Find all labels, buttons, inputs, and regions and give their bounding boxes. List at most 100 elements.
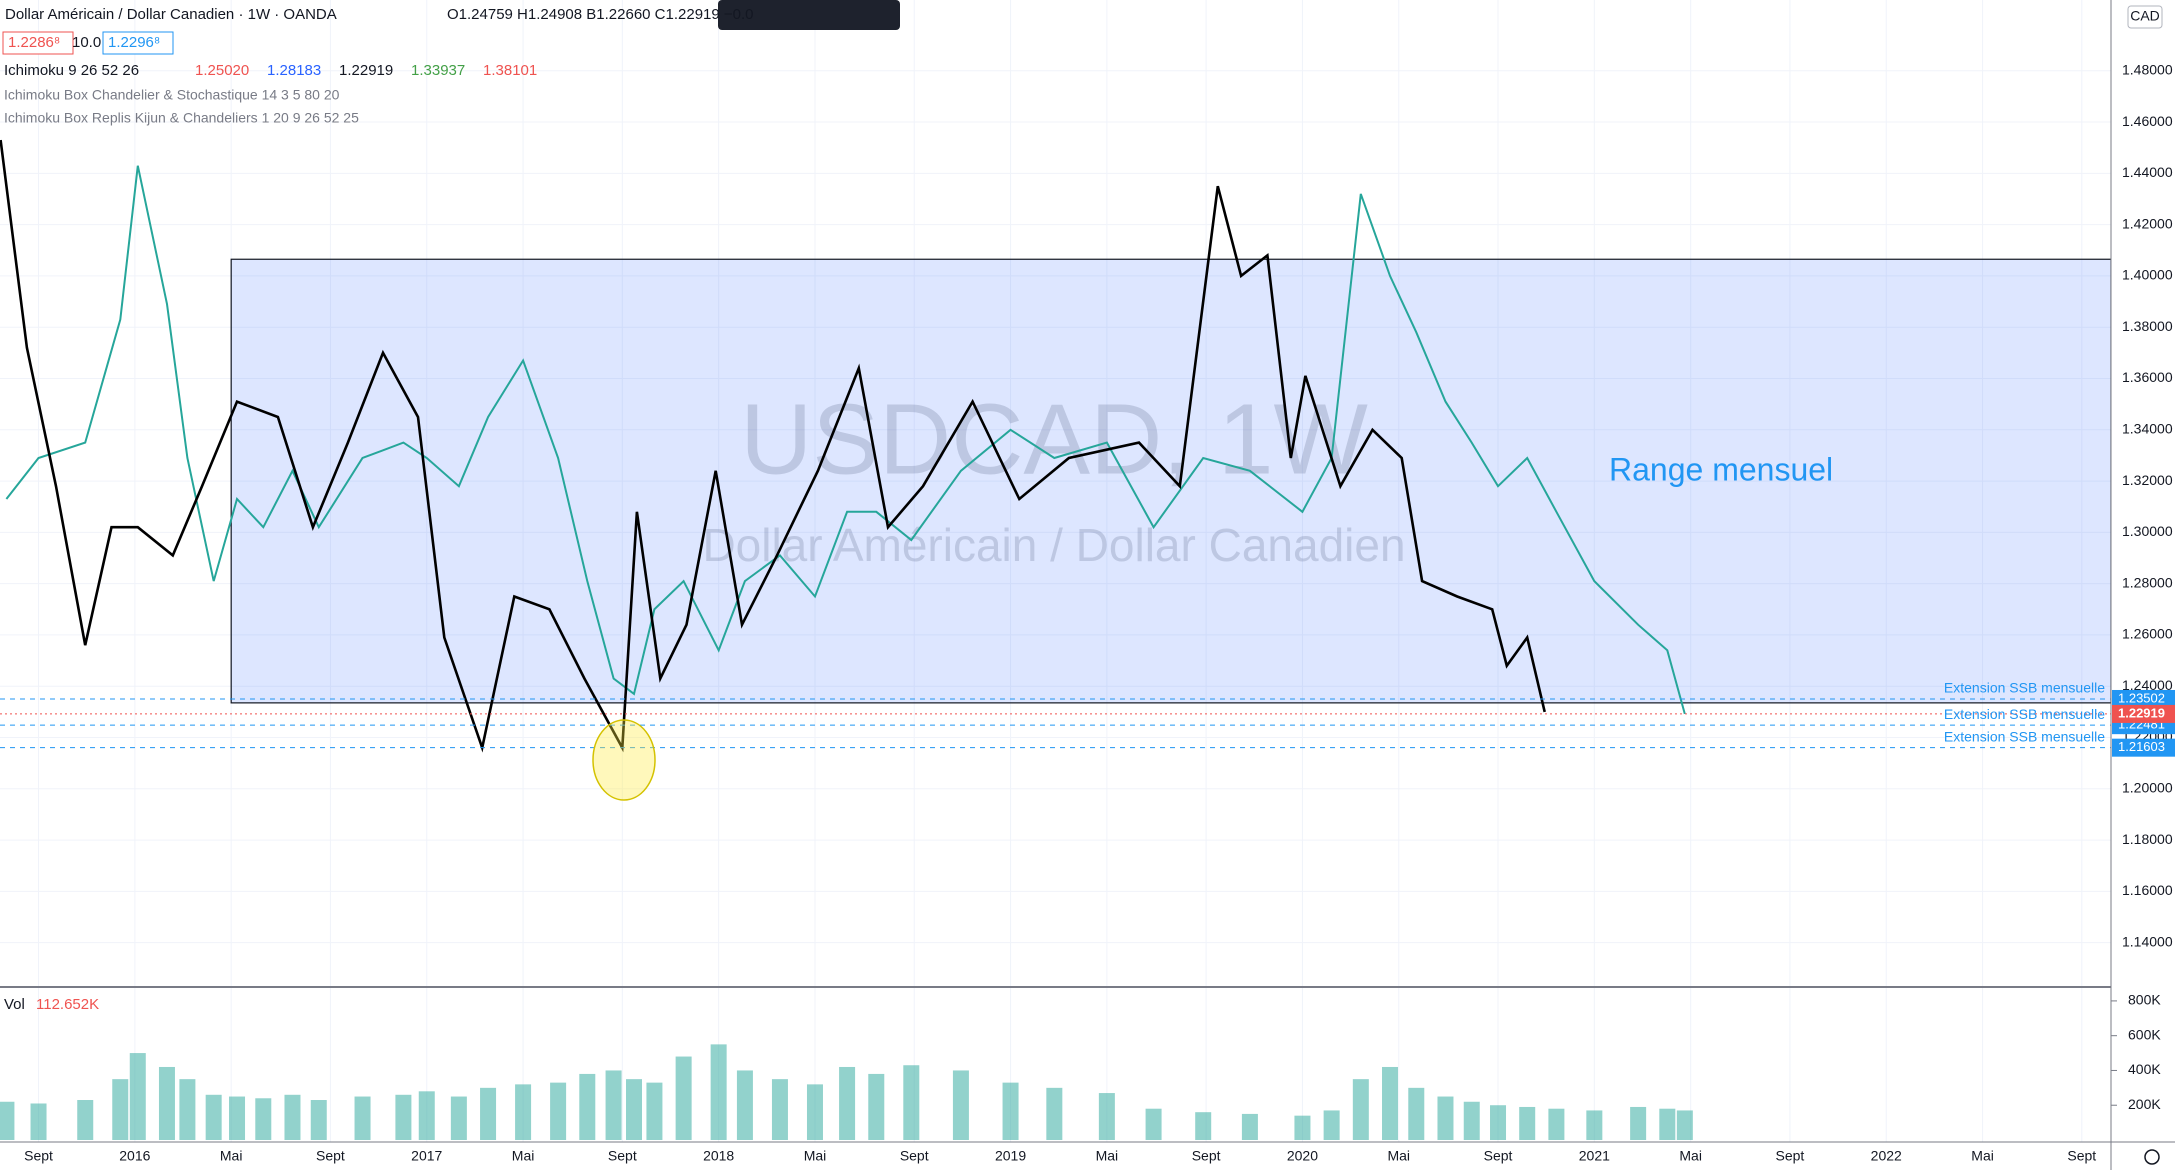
y-tick-label: 1.24000 — [2122, 677, 2173, 693]
volume-bar — [1352, 1079, 1369, 1140]
volume-bar — [1490, 1105, 1507, 1140]
y-tick-label: 1.30000 — [2122, 523, 2173, 539]
volume-bar — [284, 1094, 301, 1140]
x-tick-label: Mai — [804, 1148, 827, 1164]
bid-box[interactable] — [2, 31, 74, 55]
volume-bar — [1408, 1087, 1425, 1140]
volume-bar — [1548, 1108, 1565, 1140]
price-line — [5, 165, 1686, 715]
y-tick-label: 400K — [2128, 1061, 2161, 1077]
range-box — [230, 258, 2112, 704]
x-tick-label: 2019 — [995, 1148, 1026, 1164]
x-tick-label: Sept — [316, 1148, 345, 1164]
volume-bar — [1519, 1106, 1536, 1140]
level-text: Extension SSB mensuelle — [1944, 706, 2105, 722]
volume-bar — [112, 1079, 129, 1140]
volume-bar — [736, 1070, 753, 1140]
volume-bar — [310, 1100, 327, 1140]
volume-bar — [418, 1091, 435, 1140]
volume-bar — [771, 1079, 788, 1140]
ask-box[interactable] — [102, 31, 174, 55]
volume-bar — [1294, 1115, 1311, 1140]
volume-bar — [1437, 1096, 1454, 1140]
y-tick-label: 600K — [2128, 1026, 2161, 1042]
level-text: Extension SSB mensuelle — [1944, 680, 2105, 696]
y-tick-label: 1.34000 — [2122, 420, 2173, 436]
ichimoku-value: 1.25020 — [195, 62, 249, 79]
volume-bar — [1195, 1112, 1212, 1140]
x-tick-label: Sept — [2067, 1148, 2096, 1164]
x-tick-label: Mai — [1971, 1148, 1994, 1164]
x-tick-label: Sept — [1776, 1148, 1805, 1164]
volume-bar — [646, 1082, 663, 1140]
y-tick-label: 1.42000 — [2122, 215, 2173, 231]
level-text: Extension SSB mensuelle — [1944, 728, 2105, 744]
y-tick-label: 1.38000 — [2122, 318, 2173, 334]
annotation: Range mensuel — [1609, 451, 1833, 487]
volume-bar — [480, 1087, 497, 1140]
x-tick-label: 2018 — [703, 1148, 734, 1164]
volume-bar — [77, 1100, 94, 1140]
x-tick-label: 2022 — [1871, 1148, 1902, 1164]
volume-bar — [30, 1103, 47, 1140]
ohlc: O1.24759 H1.24908 B1.22660 C1.22919 −0.0 — [447, 6, 754, 23]
volume-bar — [952, 1070, 969, 1140]
bid: 1.2286⁸ — [8, 34, 60, 51]
x-tick-label: 2017 — [411, 1148, 442, 1164]
level-price: 1.23502 — [2118, 690, 2165, 705]
spread: 10.0 — [72, 34, 101, 51]
volume-bar — [395, 1094, 412, 1140]
currency-box[interactable] — [2127, 5, 2163, 29]
drawing-toolbar[interactable] — [718, 0, 900, 30]
y-tick-label: 1.32000 — [2122, 472, 2173, 488]
volume-bar — [1382, 1066, 1399, 1140]
x-tick-label: Sept — [608, 1148, 637, 1164]
volume-bar — [229, 1096, 246, 1140]
volume-bar — [1098, 1093, 1115, 1140]
y-tick-label: 1.14000 — [2122, 933, 2173, 949]
highlight-circle — [592, 719, 656, 801]
volume-bar — [515, 1084, 532, 1140]
volume-bar — [354, 1096, 371, 1140]
volume-bar — [0, 1101, 15, 1140]
volume-bar — [903, 1065, 920, 1140]
volume-bar — [1241, 1113, 1258, 1140]
last-price-box — [2112, 704, 2175, 723]
x-tick-label: 2020 — [1287, 1148, 1318, 1164]
volume-bar — [675, 1056, 692, 1140]
watermark-subtitle: Dollar Américain / Dollar Canadien — [702, 519, 1405, 571]
volume-bar — [1630, 1106, 1647, 1140]
symbol-title: Dollar Américain / Dollar Canadien · 1W … — [5, 6, 337, 23]
volume-bar — [255, 1098, 272, 1140]
volume-bar — [626, 1079, 643, 1140]
volume-bar — [806, 1084, 823, 1140]
volume-bar — [710, 1044, 727, 1140]
volume-bar — [1463, 1101, 1480, 1140]
indicator-box-1[interactable]: Ichimoku Box Chandelier & Stochastique 1… — [4, 87, 340, 103]
y-tick-label: 1.46000 — [2122, 113, 2173, 129]
volume-bar — [839, 1066, 856, 1140]
currency: CAD — [2130, 8, 2160, 24]
y-tick-label: 1.48000 — [2122, 61, 2173, 77]
x-tick-label: Sept — [1192, 1148, 1221, 1164]
indicator-ichimoku[interactable]: Ichimoku 9 26 52 26 — [4, 62, 139, 79]
volume-bar — [1145, 1108, 1162, 1140]
ichimoku-value: 1.22919 — [339, 62, 393, 79]
volume-bar — [868, 1073, 885, 1140]
volume-bar — [1046, 1087, 1063, 1140]
volume-bar — [158, 1066, 175, 1140]
last-price: 1.22919 — [2118, 705, 2165, 720]
volume-value: 112.652K — [36, 996, 99, 1013]
indicator-box-2[interactable]: Ichimoku Box Replis Kijun & Chandeliers … — [4, 110, 359, 126]
volume-bar — [579, 1073, 596, 1140]
price-line — [0, 139, 1546, 753]
y-tick-label: 1.16000 — [2122, 882, 2173, 898]
x-tick-label: Sept — [24, 1148, 53, 1164]
settings-icon[interactable] — [2144, 1149, 2160, 1165]
x-tick-label: 2016 — [119, 1148, 150, 1164]
volume-bar — [179, 1079, 196, 1140]
x-tick-label: 2021 — [1579, 1148, 1610, 1164]
y-tick-label: 1.44000 — [2122, 164, 2173, 180]
